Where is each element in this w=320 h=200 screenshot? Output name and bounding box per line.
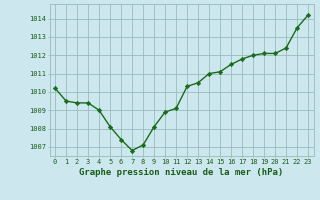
X-axis label: Graphe pression niveau de la mer (hPa): Graphe pression niveau de la mer (hPa) [79, 168, 284, 177]
